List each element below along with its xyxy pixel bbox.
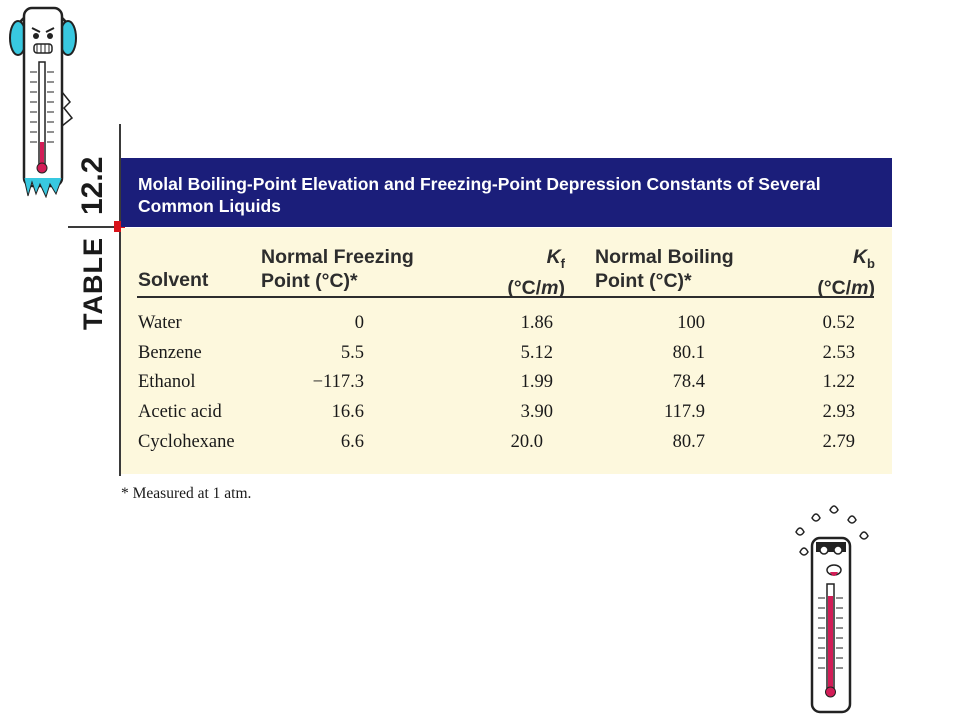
cell-boiling: 80.7 [672,432,705,452]
cell-freezing: −117.3 [312,372,364,392]
tab-vertical-rule [119,124,121,476]
table-title: Molal Boiling-Point Elevation and Freezi… [138,174,821,216]
cell-freezing: 6.6 [340,432,364,452]
kf-unit-m: m [541,276,559,299]
hot-thermometer-icon [795,505,869,714]
kb-symbol: K [852,246,868,268]
header-freezing-line2: Point (°C)* [261,270,358,292]
cell-kf: 5.12 [520,343,553,363]
cell-kf: 1.86 [520,313,553,333]
header-kf: Kf (°C/m) [493,245,565,300]
header-kb-unit: (°C/m) [797,276,875,300]
kf-subscript: f [560,255,565,271]
cell-freezing: 5.5 [340,343,364,363]
tab-horizontal-rule [68,226,120,228]
cell-kf: 3.90 [520,402,553,422]
cell-solvent: Benzene [138,343,202,363]
cell-boiling: 80.1 [672,343,705,363]
table-panel: Solvent Normal Freezing Point (°C)* Kf (… [121,228,892,474]
kf-unit-pre: (°C/ [507,276,542,299]
table-title-band: Molal Boiling-Point Elevation and Freezi… [121,158,892,227]
cell-freezing: 0 [354,313,364,333]
header-boiling: Normal Boiling Point (°C)* [595,245,734,293]
kb-unit-pre: (°C/ [817,276,852,299]
cell-kb: 1.22 [822,372,855,392]
cell-kf: 1.99 [520,372,553,392]
cell-boiling: 100 [677,313,705,333]
cell-solvent: Acetic acid [138,402,222,422]
cell-solvent: Water [138,313,182,333]
header-boiling-line1: Normal Boiling [595,246,734,268]
header-kb: Kb (°C/m) [797,245,875,300]
cell-solvent: Ethanol [138,372,196,392]
cell-boiling: 117.9 [664,402,705,422]
header-boiling-line2: Point (°C)* [595,270,692,292]
kf-unit-post: ) [558,276,566,299]
tab-marker [114,221,125,232]
cell-freezing: 16.6 [331,402,364,422]
header-solvent: Solvent [138,269,209,291]
table-number: 12.2 [76,156,109,215]
cell-kb: 2.93 [822,402,855,422]
header-freezing-line1: Normal Freezing [261,246,414,268]
header-kb-symbol: Kb [797,245,875,276]
header-rule [137,296,874,298]
cell-kf: 20.0 [510,432,543,452]
table-footnote: * Measured at 1 atm. [121,485,252,502]
header-kf-unit: (°C/m) [493,276,565,300]
cell-kb: 2.53 [822,343,855,363]
cell-kb: 2.79 [822,432,855,452]
cell-solvent: Cyclohexane [138,432,235,452]
cell-boiling: 78.4 [672,372,705,392]
header-freezing: Normal Freezing Point (°C)* [261,245,414,293]
header-kf-symbol: Kf [493,245,565,276]
cold-thermometer-icon [9,6,77,198]
table-word: TABLE [77,237,108,330]
cell-kb: 0.52 [822,313,855,333]
kb-unit-post: ) [868,276,876,299]
kf-symbol: K [546,246,561,268]
kb-subscript: b [867,255,875,271]
kb-unit-m: m [851,276,869,299]
